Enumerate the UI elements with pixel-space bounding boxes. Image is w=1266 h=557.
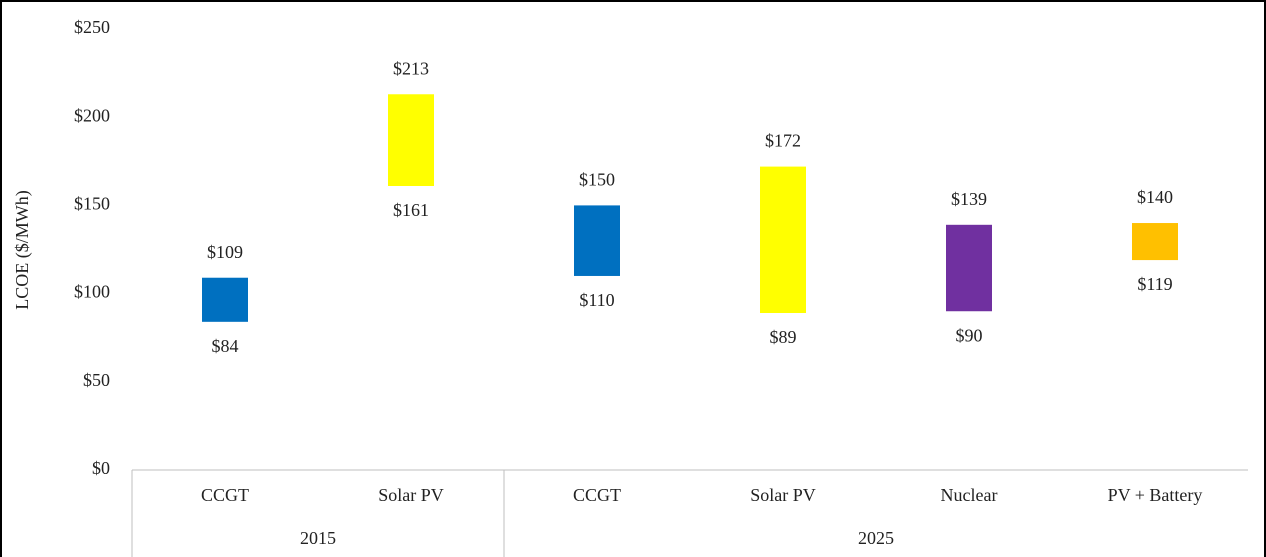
y-tick-label: $0: [92, 458, 110, 478]
x-tick-label: CCGT: [573, 485, 621, 505]
value-label: $110: [579, 290, 614, 310]
group-label: 2025: [858, 528, 894, 548]
x-tick-label: Solar PV: [750, 485, 816, 505]
bar: [946, 224, 992, 312]
value-label: $172: [765, 131, 801, 151]
bar: [202, 277, 248, 322]
value-label: $139: [951, 189, 987, 209]
value-label: $84: [212, 336, 239, 356]
y-axis-label: LCOE ($/MWh): [12, 190, 33, 309]
value-label: $150: [579, 170, 615, 190]
bar: [760, 166, 806, 314]
bar: [388, 94, 434, 186]
y-tick-label: $250: [74, 17, 110, 37]
value-label: $213: [393, 58, 429, 78]
y-tick-label: $150: [74, 194, 110, 214]
x-tick-label: PV + Battery: [1108, 485, 1203, 505]
value-label: $140: [1137, 187, 1173, 207]
bar: [1132, 223, 1178, 261]
value-label: $90: [956, 325, 983, 345]
x-tick-label: Nuclear: [941, 485, 998, 505]
x-tick-label: Solar PV: [378, 485, 444, 505]
group-label: 2015: [300, 528, 336, 548]
value-label: $119: [1137, 274, 1172, 294]
y-tick-label: $50: [83, 370, 110, 390]
x-tick-label: CCGT: [201, 485, 249, 505]
value-label: $109: [207, 242, 243, 262]
bar: [574, 205, 620, 276]
y-tick-label: $200: [74, 105, 110, 125]
y-tick-label: $100: [74, 282, 110, 302]
value-label: $161: [393, 200, 429, 220]
value-label: $89: [770, 327, 797, 347]
